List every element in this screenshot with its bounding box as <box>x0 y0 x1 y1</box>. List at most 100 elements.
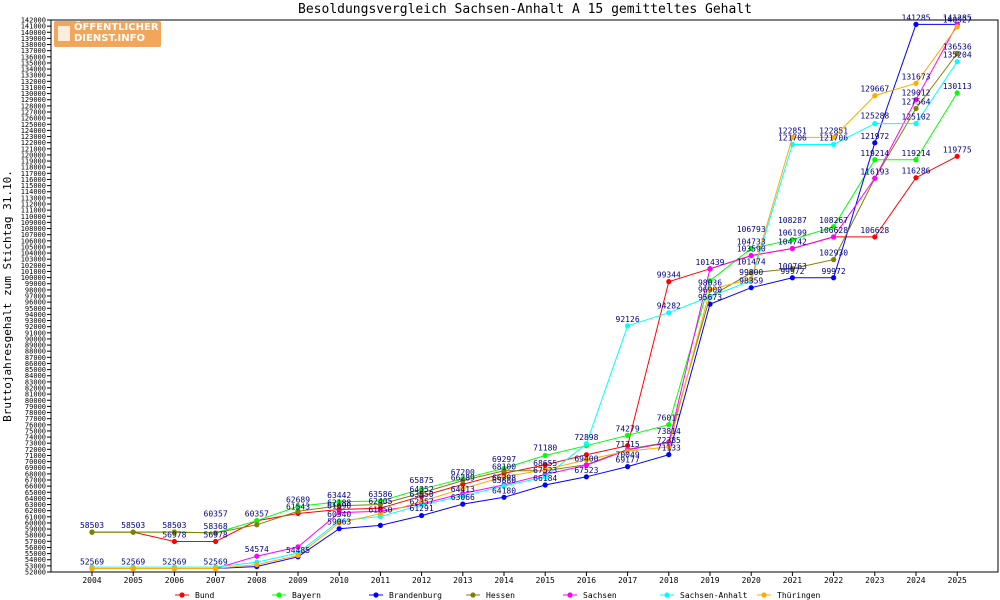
y-tick-label: 140000 <box>21 29 46 37</box>
data-label: 119214 <box>860 149 889 158</box>
data-label: 62188 <box>327 499 351 508</box>
x-tick-label: 2020 <box>742 576 761 585</box>
x-tick-label: 2021 <box>783 576 802 585</box>
data-label: 74279 <box>616 424 640 433</box>
data-point <box>336 503 342 509</box>
y-tick-label: 124000 <box>21 127 46 135</box>
data-point <box>954 153 960 159</box>
y-tick-label: 63000 <box>25 501 46 509</box>
y-tick-label: 70000 <box>25 458 46 466</box>
data-label: 135204 <box>943 51 972 60</box>
y-tick-label: 99000 <box>25 280 46 288</box>
data-label: 98036 <box>698 279 722 288</box>
x-tick-label: 2006 <box>165 576 184 585</box>
x-tick-label: 2022 <box>824 576 843 585</box>
data-label: 69297 <box>492 455 516 464</box>
data-point <box>419 486 425 492</box>
data-label: 95673 <box>698 293 722 302</box>
legend-marker <box>664 592 670 598</box>
x-tick-label: 2024 <box>906 576 925 585</box>
y-tick-label: 55000 <box>25 550 46 558</box>
data-point <box>583 452 590 458</box>
data-label: 73814 <box>657 427 681 436</box>
y-tick-label: 82000 <box>25 385 46 393</box>
data-point <box>542 462 548 468</box>
data-point <box>831 275 837 281</box>
data-point <box>419 490 425 496</box>
data-label: 52569 <box>204 558 228 567</box>
data-point <box>460 481 466 487</box>
data-label: 59063 <box>327 518 351 527</box>
data-label: 52569 <box>162 558 186 567</box>
series-lines <box>89 21 960 572</box>
data-label: 121706 <box>778 133 807 142</box>
y-tick-label: 136000 <box>21 53 46 61</box>
data-point <box>789 275 796 281</box>
y-tick-label: 56000 <box>25 544 46 552</box>
data-point <box>336 526 342 532</box>
data-point <box>831 234 837 240</box>
data-label: 61050 <box>368 505 392 514</box>
x-tick-label: 2013 <box>453 576 472 585</box>
data-label: 72385 <box>657 436 681 445</box>
data-point <box>831 257 837 263</box>
y-tick-label: 68000 <box>25 470 46 478</box>
data-point <box>254 562 260 568</box>
x-axis: 2004 2005 2006 2007 2008 2009 2010 2011 2012 2013… <box>82 572 967 585</box>
data-label: 116193 <box>860 167 889 176</box>
data-point <box>913 121 919 127</box>
y-tick-label: 103000 <box>21 256 46 264</box>
data-label: 65880 <box>492 476 516 485</box>
data-label: 131673 <box>902 72 931 81</box>
y-tick-label: 101000 <box>21 268 46 276</box>
legend-marker <box>567 592 573 598</box>
data-label: 104742 <box>778 238 807 247</box>
data-point <box>89 529 95 535</box>
data-point <box>336 509 342 516</box>
data-point <box>831 141 837 148</box>
publisher-logo[interactable]: ÖFFENTLICHER DIENST.INFO <box>54 21 161 47</box>
y-tick-label: 79000 <box>25 403 46 411</box>
data-label: 108267 <box>819 216 848 225</box>
data-label: 56978 <box>204 530 228 539</box>
data-label: 100763 <box>778 262 807 271</box>
y-tick-label: 66000 <box>25 483 46 491</box>
data-label: 121706 <box>819 133 848 142</box>
data-point <box>377 511 383 517</box>
data-label: 58503 <box>162 521 186 530</box>
series-line <box>92 26 958 569</box>
data-label: 119214 <box>902 149 931 158</box>
data-label: 61543 <box>286 502 310 511</box>
data-point <box>831 224 837 230</box>
data-label: 62689 <box>286 495 310 504</box>
y-tick-label: 107000 <box>21 231 46 239</box>
legend-entry: Bayern <box>292 591 321 600</box>
data-point <box>913 80 919 86</box>
y-tick-label: 95000 <box>25 305 46 313</box>
y-tick-label: 121000 <box>21 145 46 153</box>
data-label: 99972 <box>780 267 804 276</box>
legend-entry: Hessen <box>486 591 515 600</box>
data-point <box>583 441 590 447</box>
y-tick-label: 109000 <box>21 219 46 227</box>
data-label: 62357 <box>410 497 434 506</box>
data-label: 98359 <box>739 277 763 286</box>
data-label: 69177 <box>616 456 640 465</box>
y-tick-label: 57000 <box>25 538 46 546</box>
data-point <box>583 457 590 463</box>
data-label: 119775 <box>943 145 972 154</box>
data-point <box>666 452 672 458</box>
legend-marker <box>276 592 282 598</box>
y-tick-label: 120000 <box>21 151 46 159</box>
y-tick-label: 80000 <box>25 397 46 405</box>
data-label: 63442 <box>327 491 351 500</box>
y-tick-label: 110000 <box>21 213 46 221</box>
y-tick-label: 125000 <box>21 121 46 129</box>
data-point <box>954 90 960 96</box>
data-point <box>831 134 837 141</box>
data-point <box>460 478 466 484</box>
y-tick-label: 112000 <box>21 201 46 209</box>
y-tick-label: 60000 <box>25 519 46 527</box>
y-tick-label: 111000 <box>21 207 46 215</box>
